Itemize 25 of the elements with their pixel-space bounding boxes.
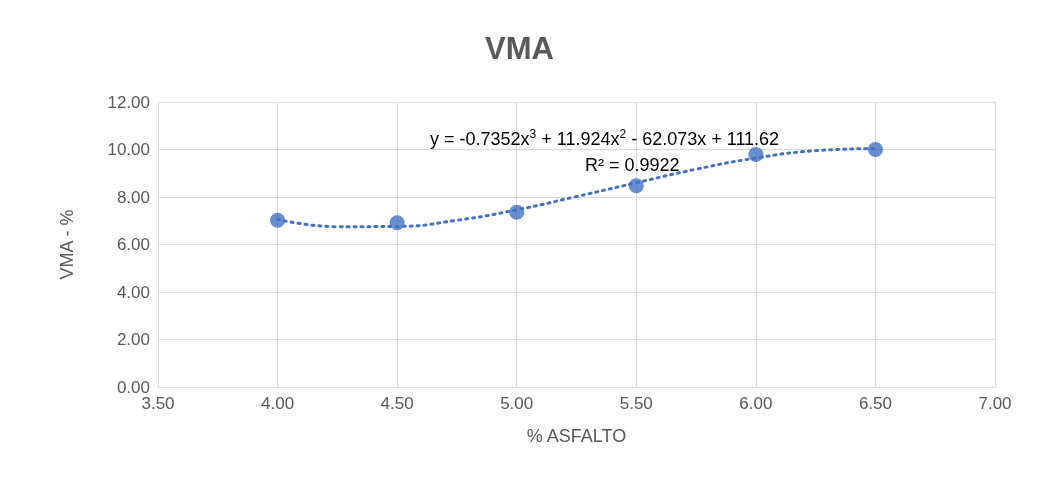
x-tick-label: 6.50 xyxy=(858,394,892,413)
point xyxy=(628,178,644,194)
x-tick-label: 4.50 xyxy=(380,394,414,413)
annotation: R² = 0.9922 xyxy=(585,155,680,175)
y-tick-label: 8.00 xyxy=(116,187,150,207)
point xyxy=(748,146,764,162)
y-tick-label: 12.00 xyxy=(107,92,150,112)
y-tick-label: 10.00 xyxy=(107,140,150,159)
point xyxy=(509,204,525,220)
x-tick-label: 4.00 xyxy=(261,394,295,413)
x-tick-label: 5.50 xyxy=(619,394,653,413)
x-tick-label: 5.00 xyxy=(500,394,534,413)
x-tick-label: 3.50 xyxy=(141,394,175,413)
chart-title: VMA xyxy=(485,31,554,66)
x-tick-label: 6.00 xyxy=(739,394,773,413)
point xyxy=(389,215,405,231)
y-tick-label: 4.00 xyxy=(116,282,150,302)
y-tick-label: 0.00 xyxy=(116,377,150,397)
x-axis-title: % ASFALTO xyxy=(526,426,627,446)
point xyxy=(270,212,286,228)
x-tick-label: 7.00 xyxy=(978,394,1012,413)
y-tick-label: 2.00 xyxy=(116,330,150,349)
y-tick-label: 6.00 xyxy=(116,235,150,254)
y-axis-title: VMA - % xyxy=(57,209,77,280)
point xyxy=(867,142,883,157)
